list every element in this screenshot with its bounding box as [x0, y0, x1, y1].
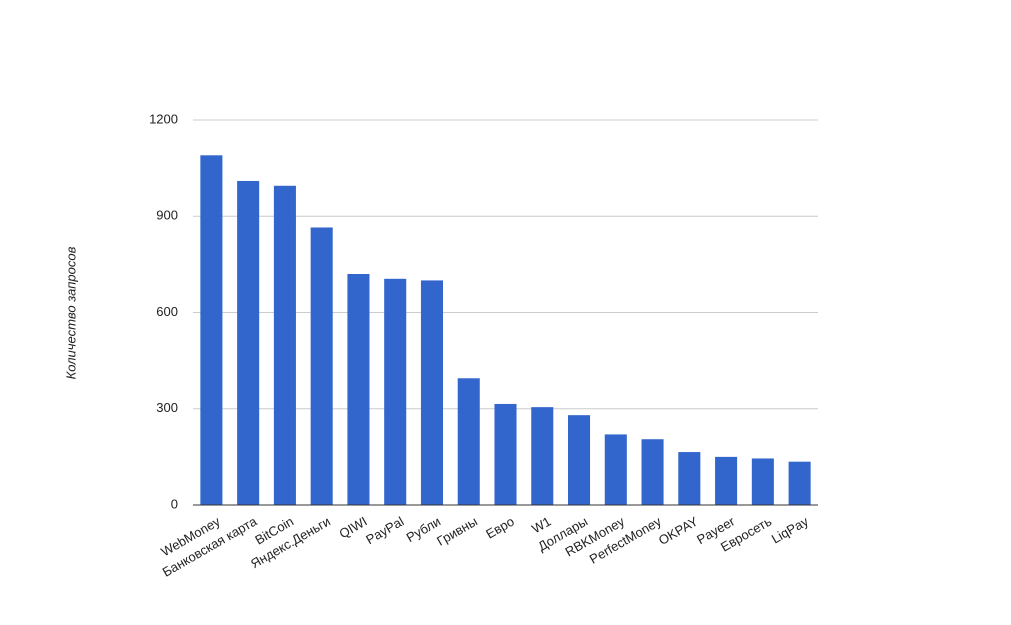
- bar: [678, 452, 701, 505]
- y-axis-label: Количество запросов: [63, 246, 78, 379]
- bar: [310, 227, 333, 505]
- bar: [237, 180, 260, 506]
- y-tick-label: 900: [156, 208, 178, 223]
- bar: [200, 155, 223, 505]
- y-tick-label: 1200: [149, 111, 178, 126]
- bar: [457, 378, 480, 505]
- bar: [604, 434, 627, 505]
- x-tick-label: LiqPay: [769, 513, 811, 546]
- bar: [715, 456, 738, 505]
- bar: [568, 415, 591, 505]
- y-tick-label: 300: [156, 400, 178, 415]
- bar: [751, 458, 774, 505]
- bar: [384, 278, 407, 505]
- bar: [531, 407, 554, 505]
- x-tick-label: OKPAY: [656, 513, 701, 548]
- y-tick-label: 600: [156, 304, 178, 319]
- bar: [494, 403, 517, 505]
- y-tick-label: 0: [171, 496, 178, 511]
- bar: [347, 274, 370, 505]
- bar: [273, 185, 296, 506]
- bar: [641, 439, 664, 505]
- x-tick-label: Гривны: [434, 514, 480, 549]
- bar: [420, 280, 443, 505]
- x-tick-label: Евро: [483, 514, 517, 542]
- bar: [788, 461, 811, 505]
- x-tick-label: PayPal: [363, 514, 406, 548]
